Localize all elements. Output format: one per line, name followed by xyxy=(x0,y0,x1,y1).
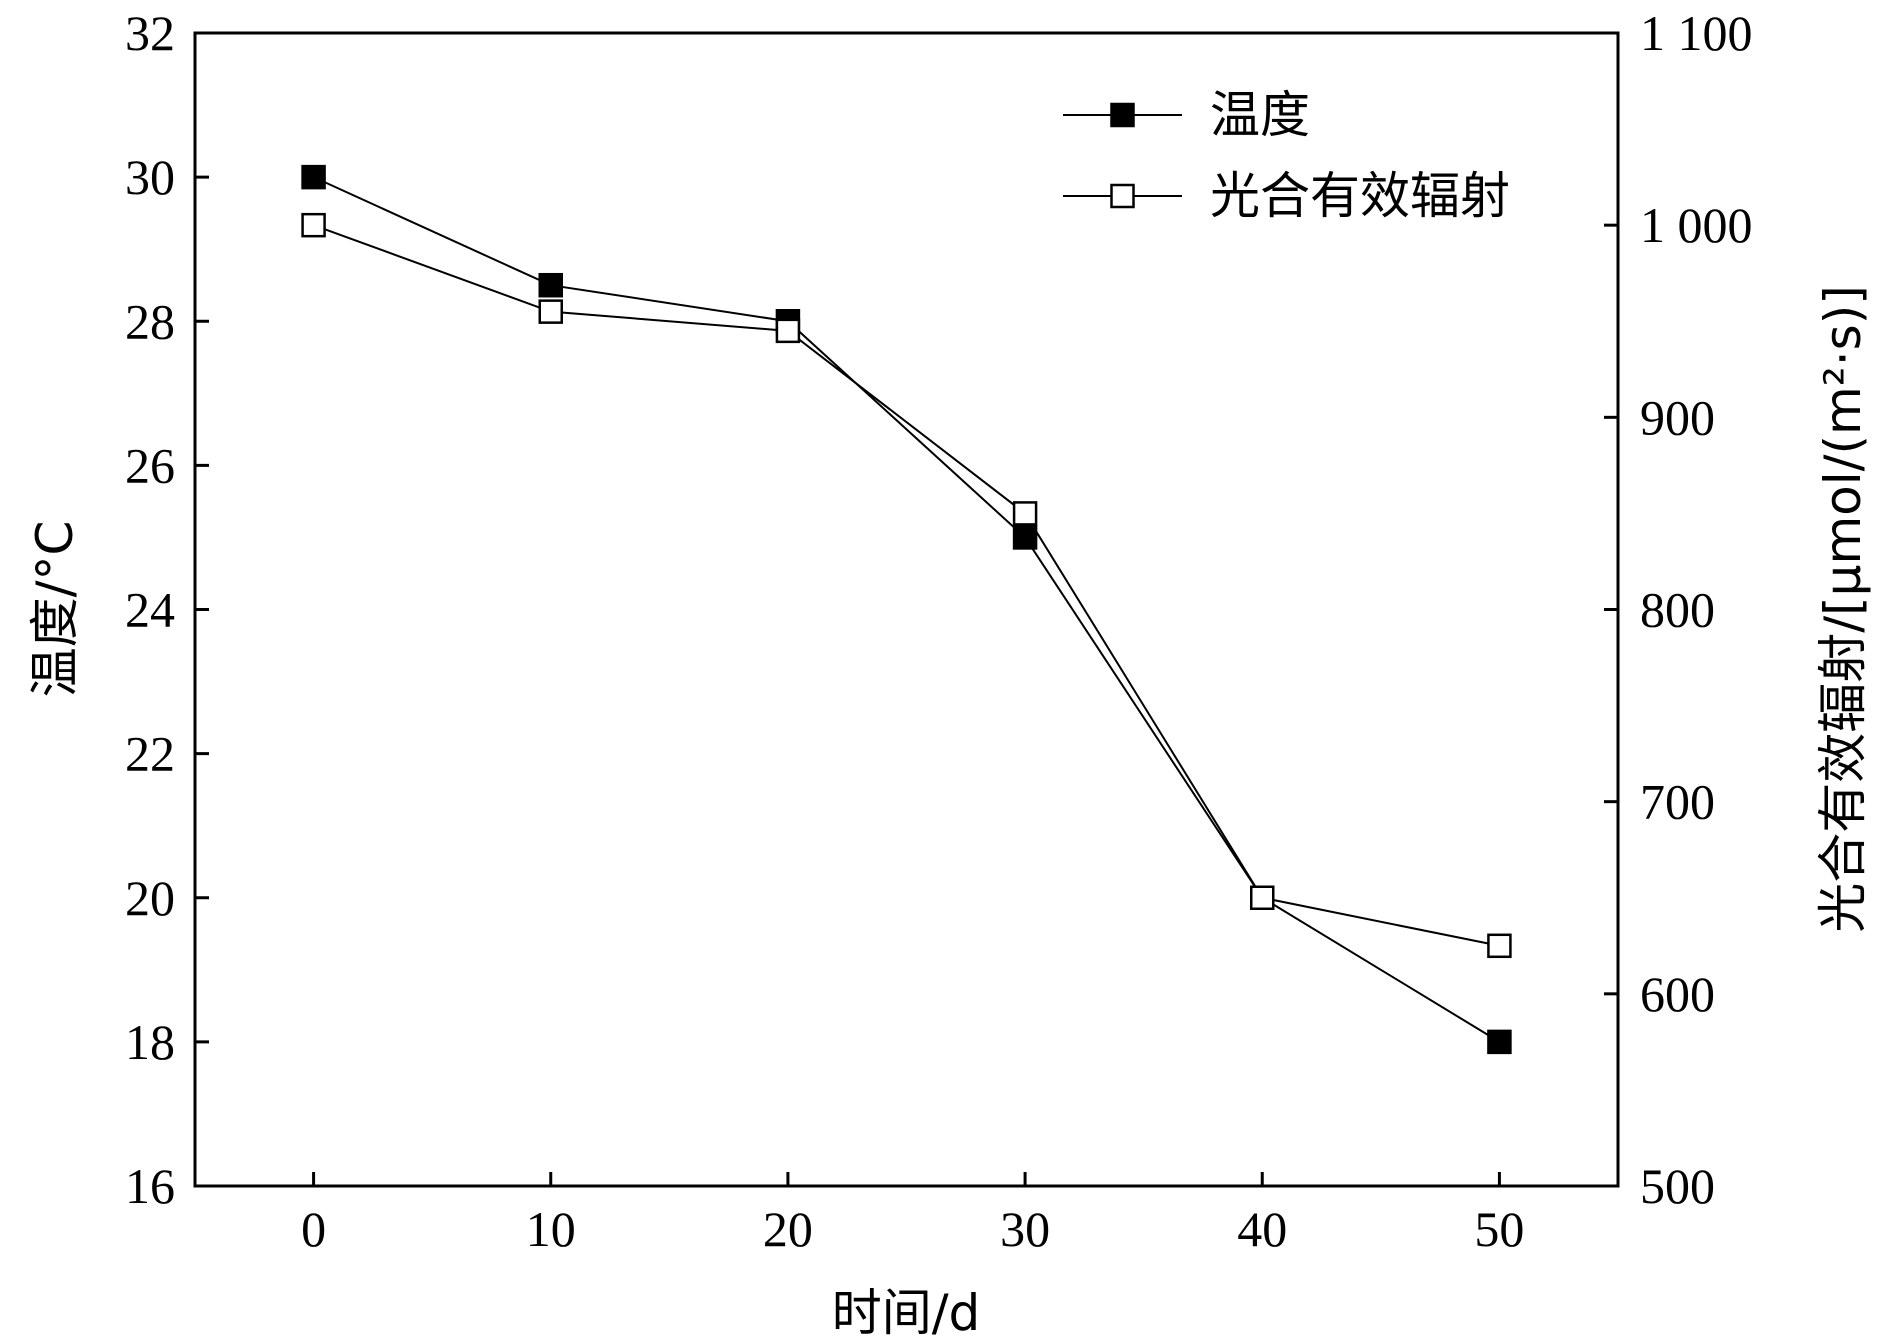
left-y-tick-label: 18 xyxy=(125,1014,175,1070)
series-point xyxy=(1487,933,1512,959)
right-y-tick-label: 1 000 xyxy=(1640,197,1753,253)
legend-label: 温度 xyxy=(1210,86,1310,144)
left-y-tick-label: 22 xyxy=(125,726,175,782)
x-tick-label: 10 xyxy=(526,1201,576,1257)
left-y-tick-label: 30 xyxy=(125,149,175,205)
x-tick-label: 40 xyxy=(1237,1201,1287,1257)
right-y-tick-label: 700 xyxy=(1640,774,1715,830)
left-y-tick-label: 24 xyxy=(125,582,175,638)
series-point xyxy=(301,212,326,238)
series-layer xyxy=(301,164,1512,1055)
series-point xyxy=(301,164,326,190)
legend-marker xyxy=(1110,102,1135,128)
right-y-axis-ticks: 500 600 700 800 900 1 000 1 100 xyxy=(1604,5,1753,1214)
series-point xyxy=(538,299,563,324)
legend-item: 温度 xyxy=(1063,86,1310,144)
x-tick-label: 0 xyxy=(301,1201,326,1257)
legend-marker xyxy=(1110,183,1135,209)
x-tick-label: 50 xyxy=(1474,1201,1524,1257)
left-y-tick-label: 28 xyxy=(125,293,175,349)
left-y-axis-title: 温度/°C xyxy=(26,521,84,698)
series-point xyxy=(1487,1029,1512,1055)
series-point xyxy=(538,272,563,298)
right-y-tick-label: 1 100 xyxy=(1640,5,1753,61)
legend-item: 光合有效辐射 xyxy=(1063,167,1510,225)
left-y-tick-label: 32 xyxy=(125,5,175,61)
series-point xyxy=(1250,885,1275,910)
left-y-tick-label: 16 xyxy=(125,1158,175,1214)
legend-label: 光合有效辐射 xyxy=(1210,167,1510,225)
x-tick-label: 30 xyxy=(1000,1201,1050,1257)
series-point xyxy=(1012,501,1038,526)
right-y-axis-title: 光合有效辐射/[μmol/(m²·s)] xyxy=(1814,285,1872,932)
x-axis-title: 时间/d xyxy=(832,1284,981,1341)
right-y-tick-label: 500 xyxy=(1640,1158,1715,1214)
series-line xyxy=(313,224,1500,947)
series-point xyxy=(1012,525,1038,550)
left-y-axis-ticks: 16 18 20 22 24 26 28 30 32 xyxy=(125,5,209,1214)
right-y-tick-label: 600 xyxy=(1640,966,1715,1022)
series-2 xyxy=(301,212,1512,959)
series-line xyxy=(313,176,1500,1043)
right-y-tick-label: 800 xyxy=(1640,582,1715,638)
series-point xyxy=(775,318,801,344)
right-y-tick-label: 900 xyxy=(1640,389,1715,445)
x-tick-label: 20 xyxy=(763,1201,813,1257)
left-y-tick-label: 20 xyxy=(125,870,175,926)
x-axis-ticks: 0 10 20 30 40 50 xyxy=(301,1172,1524,1257)
left-y-tick-label: 26 xyxy=(125,437,175,493)
